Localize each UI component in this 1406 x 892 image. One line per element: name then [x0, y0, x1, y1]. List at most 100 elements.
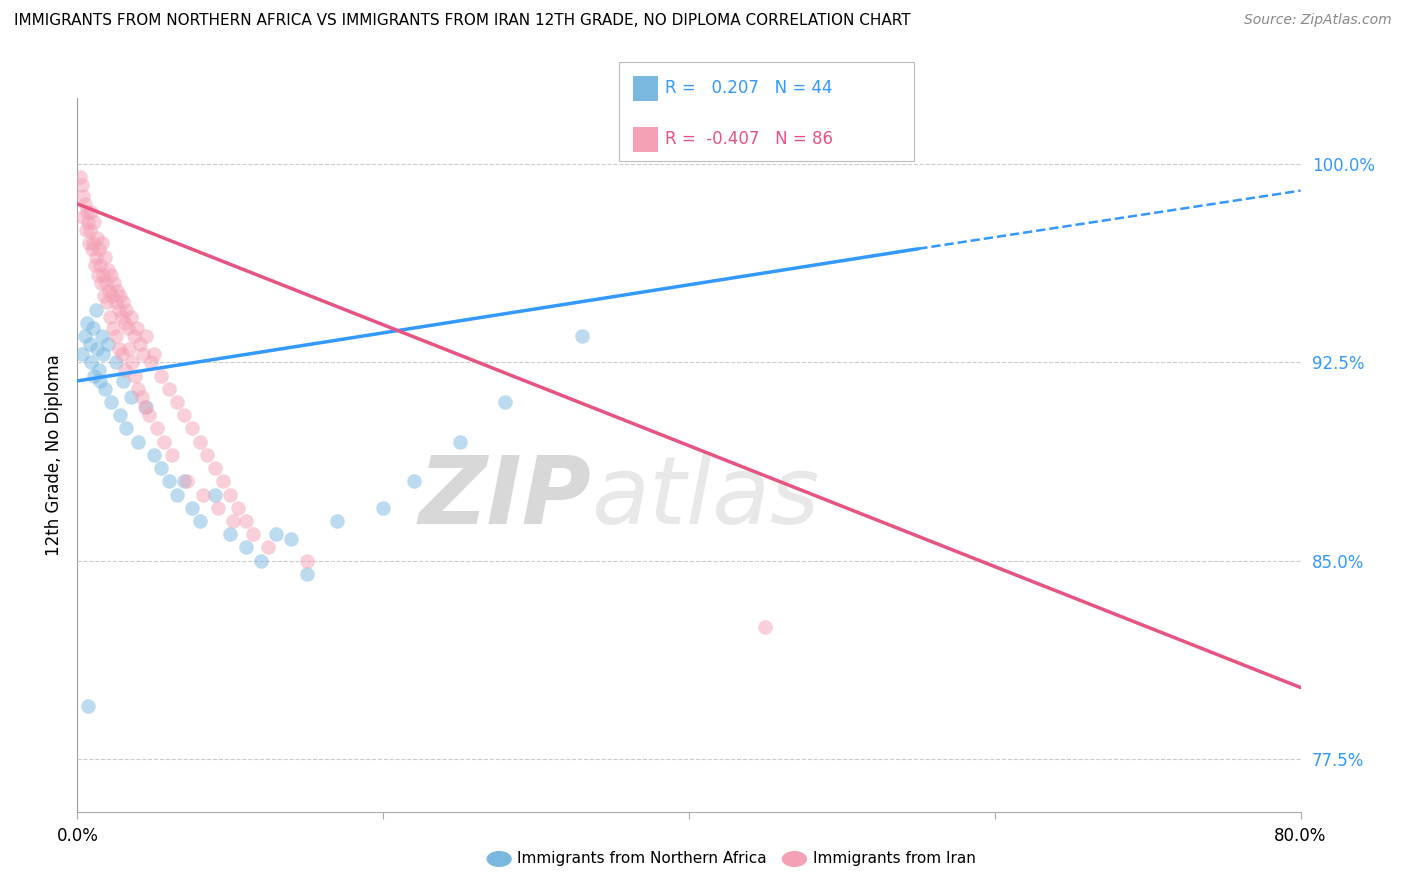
- Text: Immigrants from Northern Africa: Immigrants from Northern Africa: [517, 852, 768, 866]
- Point: [181, 500, 204, 515]
- Point: [84, 302, 107, 317]
- Point: [97, 263, 120, 277]
- Point: [138, 409, 160, 423]
- Point: [91, 347, 114, 361]
- Point: [76, 316, 98, 330]
- Point: [207, 500, 229, 515]
- Point: [86, 342, 108, 356]
- Point: [120, 310, 142, 325]
- Text: ZIP: ZIP: [418, 451, 591, 544]
- Point: [83, 215, 105, 229]
- Point: [84, 250, 107, 264]
- Point: [264, 527, 287, 541]
- Point: [83, 368, 105, 383]
- Point: [122, 329, 145, 343]
- Text: R =   0.207   N = 44: R = 0.207 N = 44: [665, 79, 832, 97]
- Point: [101, 289, 124, 303]
- Point: [191, 487, 214, 501]
- Point: [77, 215, 100, 229]
- Point: [103, 276, 125, 290]
- Point: [173, 409, 195, 423]
- Point: [134, 401, 156, 415]
- Point: [94, 250, 117, 264]
- Point: [235, 514, 257, 528]
- Point: [80, 355, 103, 369]
- Point: [82, 236, 104, 251]
- Point: [120, 390, 142, 404]
- Point: [150, 461, 173, 475]
- Point: [222, 514, 245, 528]
- Point: [90, 236, 112, 251]
- Point: [204, 487, 226, 501]
- Point: [79, 337, 101, 351]
- Text: Source: ZipAtlas.com: Source: ZipAtlas.com: [1244, 13, 1392, 28]
- Text: IMMIGRANTS FROM NORTHERN AFRICA VS IMMIGRANTS FROM IRAN 12TH GRADE, NO DIPLOMA C: IMMIGRANTS FROM NORTHERN AFRICA VS IMMIG…: [14, 13, 911, 29]
- Point: [173, 475, 195, 489]
- Point: [139, 355, 162, 369]
- Point: [96, 276, 118, 290]
- Point: [280, 533, 302, 547]
- Point: [142, 347, 165, 361]
- Point: [72, 189, 94, 203]
- Point: [89, 374, 111, 388]
- Point: [89, 258, 111, 272]
- Point: [188, 434, 211, 449]
- Point: [108, 289, 131, 303]
- Point: [326, 514, 349, 528]
- Point: [100, 268, 122, 283]
- Point: [153, 434, 176, 449]
- Point: [80, 204, 103, 219]
- Point: [181, 421, 204, 435]
- Point: [235, 541, 257, 555]
- Point: [257, 541, 280, 555]
- Point: [188, 514, 211, 528]
- Point: [219, 527, 242, 541]
- Point: [107, 302, 129, 317]
- Point: [69, 170, 91, 185]
- Point: [77, 236, 100, 251]
- Point: [226, 500, 249, 515]
- Point: [94, 382, 117, 396]
- Point: [166, 487, 188, 501]
- Point: [115, 421, 138, 435]
- Point: [146, 421, 169, 435]
- Point: [75, 223, 97, 237]
- Point: [108, 342, 131, 356]
- Point: [104, 355, 127, 369]
- Point: [495, 395, 517, 409]
- Text: Immigrants from Iran: Immigrants from Iran: [813, 852, 976, 866]
- Point: [449, 434, 471, 449]
- Point: [131, 390, 153, 404]
- Point: [157, 475, 180, 489]
- Point: [118, 342, 141, 356]
- Point: [105, 284, 128, 298]
- Point: [77, 698, 100, 713]
- Point: [111, 310, 134, 325]
- Point: [166, 395, 188, 409]
- Text: atlas: atlas: [591, 452, 820, 543]
- Point: [176, 475, 198, 489]
- Point: [98, 284, 121, 298]
- Point: [295, 554, 318, 568]
- Point: [73, 197, 96, 211]
- Point: [135, 401, 157, 415]
- Point: [91, 268, 114, 283]
- Point: [103, 321, 125, 335]
- Point: [114, 363, 136, 377]
- Point: [157, 382, 180, 396]
- Point: [108, 409, 131, 423]
- Point: [100, 395, 122, 409]
- Point: [211, 475, 233, 489]
- Point: [115, 302, 138, 317]
- Point: [371, 500, 394, 515]
- Point: [114, 316, 136, 330]
- Point: [87, 268, 110, 283]
- Point: [121, 355, 143, 369]
- Point: [70, 178, 93, 193]
- Point: [135, 329, 157, 343]
- Point: [754, 620, 776, 634]
- Point: [87, 242, 110, 256]
- Point: [90, 329, 112, 343]
- Text: R =  -0.407   N = 86: R = -0.407 N = 86: [665, 130, 832, 148]
- Point: [127, 434, 149, 449]
